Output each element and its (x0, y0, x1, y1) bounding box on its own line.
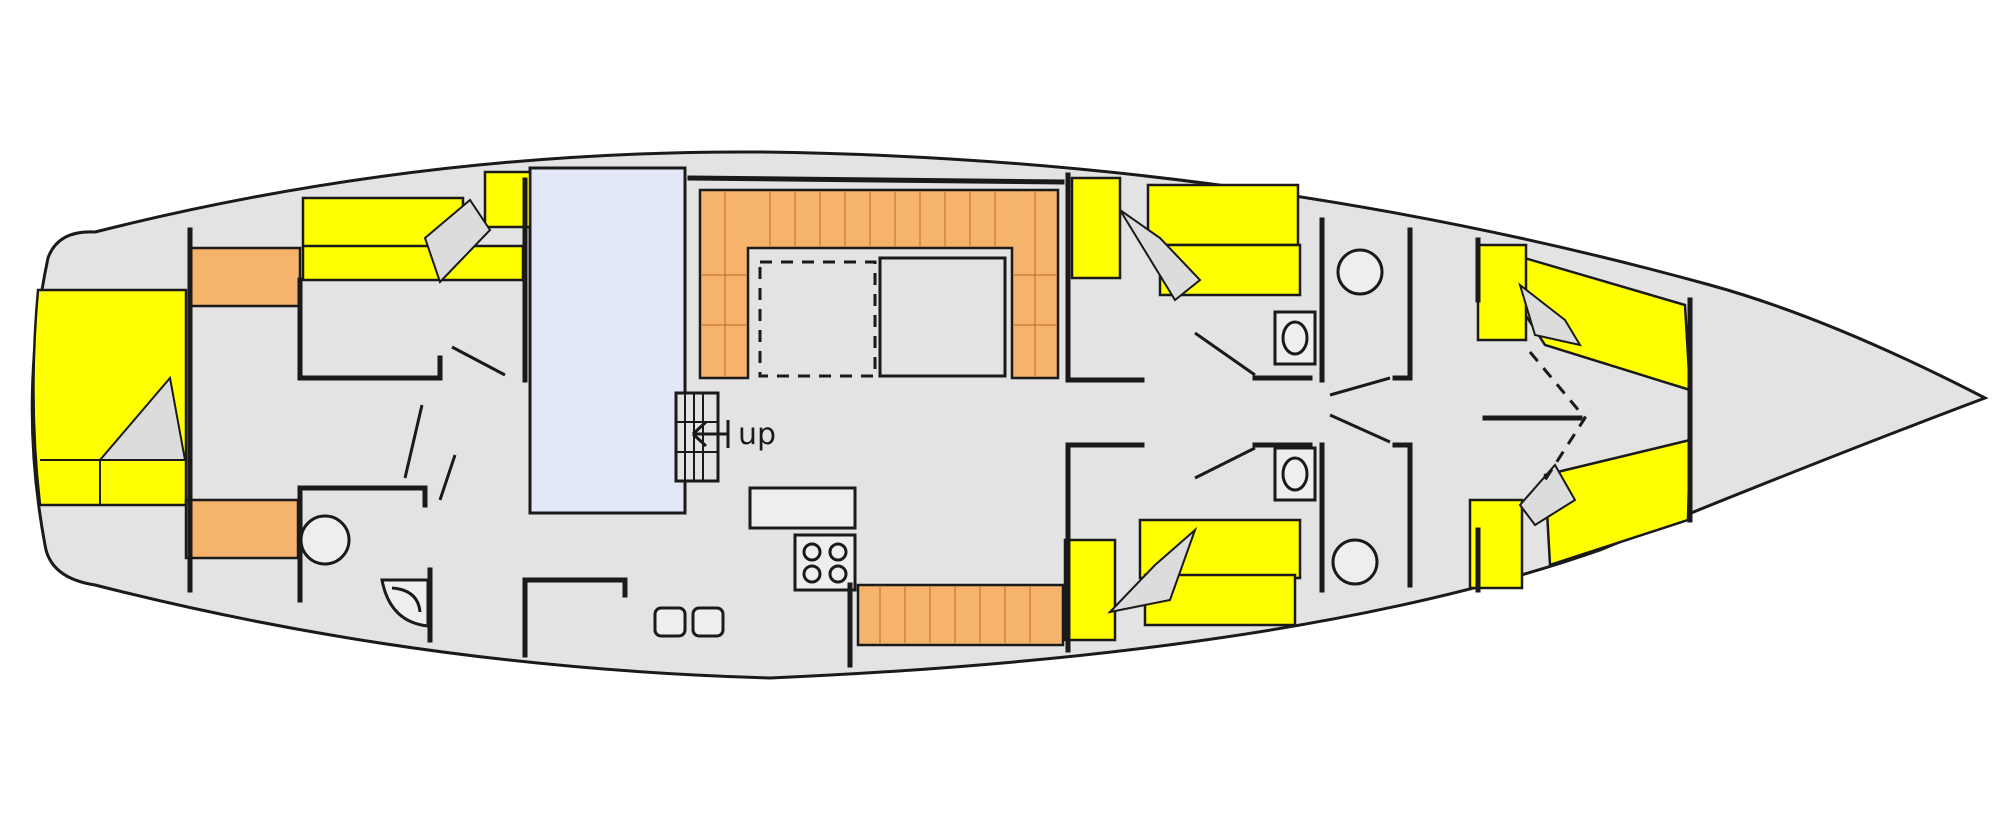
starboard-settee[interactable] (856, 583, 1065, 647)
up-arrow-icon (691, 420, 730, 448)
companionway-label: up (738, 417, 776, 452)
fwd-starboard-toilet-icon (1331, 538, 1379, 586)
mid-port-cabin-berth[interactable] (1070, 176, 1302, 302)
saloon-table[interactable] (878, 256, 1007, 378)
galley-counter[interactable] (748, 486, 857, 530)
aft-port-pillow (423, 198, 492, 284)
mid-starboard-cabin-berth[interactable] (1063, 518, 1302, 642)
mid-starboard-pillow (1107, 526, 1198, 614)
aft-port-cabin-berth[interactable] (301, 170, 532, 284)
fwd-port-basin-icon (1273, 310, 1317, 366)
aft-double-berth[interactable] (32, 288, 188, 507)
saloon-settee-slats (702, 192, 1056, 376)
fwd-port-toilet-icon (1336, 248, 1384, 296)
stove-icon (793, 533, 857, 592)
saloon-table-extension (758, 260, 877, 378)
v-berth-port-pillow (1518, 282, 1583, 347)
saloon-settee[interactable] (698, 188, 1060, 380)
v-berth-filler (1528, 351, 1587, 481)
aft-locker-port (188, 246, 302, 308)
galley-sink-icon (653, 606, 725, 638)
v-berth-starboard-pillow (1518, 463, 1577, 527)
fwd-starboard-basin-icon (1273, 446, 1317, 502)
bulkheads (187, 172, 1693, 668)
aft-locker-starboard (184, 498, 300, 560)
aft-toilet-icon (299, 514, 351, 566)
mid-port-pillow (1119, 209, 1202, 302)
companionway (528, 166, 687, 515)
